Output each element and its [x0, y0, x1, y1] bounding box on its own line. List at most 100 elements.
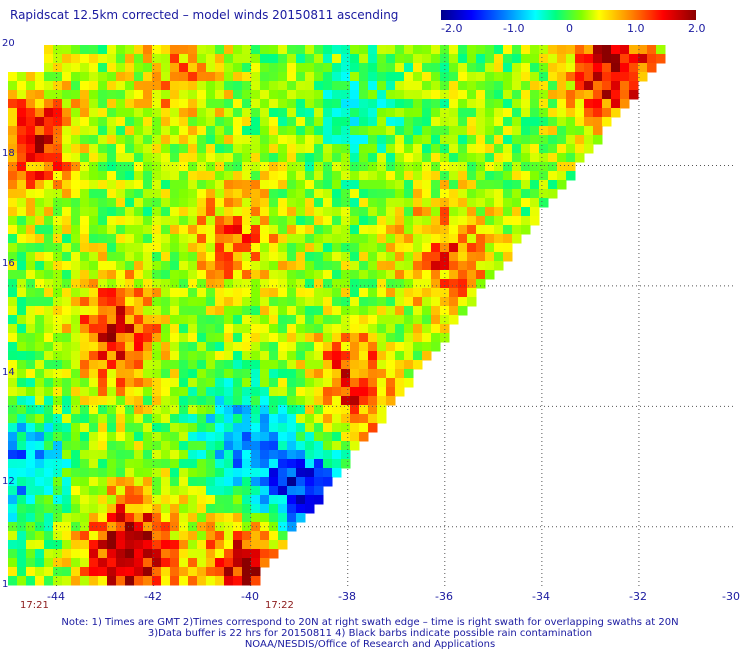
heatmap-cell [71, 216, 81, 226]
heatmap-cell [539, 180, 549, 190]
heatmap-cell [494, 90, 504, 100]
heatmap-cell [467, 207, 477, 217]
heatmap-cell [368, 171, 378, 181]
heatmap-cell [377, 144, 387, 154]
heatmap-cell [44, 243, 54, 253]
heatmap-cell [179, 531, 189, 541]
heatmap-cell [233, 288, 243, 298]
heatmap-cell [548, 99, 558, 109]
heatmap-cell [557, 153, 567, 163]
heatmap-cell [305, 198, 315, 208]
heatmap-cell [278, 513, 288, 523]
heatmap-cell [224, 549, 234, 559]
heatmap-cell [278, 243, 288, 253]
heatmap-cell [35, 495, 45, 505]
heatmap-cell [413, 279, 423, 289]
heatmap-cell [206, 324, 216, 334]
heatmap-cell [323, 378, 333, 388]
heatmap-cell [152, 351, 162, 361]
heatmap-cell [161, 234, 171, 244]
heatmap-cell [512, 225, 522, 235]
heatmap-cell [188, 432, 198, 442]
heatmap-cell [296, 495, 306, 505]
heatmap-cell [143, 270, 153, 280]
heatmap-cell [548, 162, 558, 172]
heatmap-cell [80, 423, 90, 433]
heatmap-cell [350, 351, 360, 361]
heatmap-cell [206, 54, 216, 64]
heatmap-cell [449, 198, 459, 208]
heatmap-cell [251, 162, 261, 172]
heatmap-cell [485, 252, 495, 262]
heatmap-cell [26, 252, 36, 262]
heatmap-cell [17, 252, 27, 262]
heatmap-cell [188, 423, 198, 433]
heatmap-cell [458, 108, 468, 118]
heatmap-cell [152, 360, 162, 370]
heatmap-cell [287, 252, 297, 262]
heatmap-cell [206, 468, 216, 478]
heatmap-cell [26, 198, 36, 208]
heatmap-cell [368, 270, 378, 280]
heatmap-cell [395, 189, 405, 199]
heatmap-cell [107, 270, 117, 280]
heatmap-cell [170, 90, 180, 100]
heatmap-cell [152, 468, 162, 478]
heatmap-cell [80, 441, 90, 451]
heatmap-cell [8, 315, 18, 325]
heatmap-cell [233, 54, 243, 64]
heatmap-cell [62, 459, 72, 469]
heatmap-cell [422, 324, 432, 334]
heatmap-cell [287, 126, 297, 136]
heatmap-cell [350, 207, 360, 217]
heatmap-cell [332, 243, 342, 253]
heatmap-cell [71, 288, 81, 298]
heatmap-cell [242, 144, 252, 154]
heatmap-cell [188, 243, 198, 253]
heatmap-cell [188, 81, 198, 91]
heatmap-cell [539, 144, 549, 154]
heatmap-cell [404, 225, 414, 235]
heatmap-cell [134, 189, 144, 199]
heatmap-cell [143, 117, 153, 127]
heatmap-cell [386, 144, 396, 154]
heatmap-cell [386, 333, 396, 343]
heatmap-cell [260, 81, 270, 91]
heatmap-cell [143, 135, 153, 145]
heatmap-cell [467, 108, 477, 118]
heatmap-cell [233, 108, 243, 118]
heatmap-cell [179, 396, 189, 406]
heatmap-cell [278, 396, 288, 406]
heatmap-cell [152, 189, 162, 199]
heatmap-cell [17, 81, 27, 91]
heatmap-cell [431, 108, 441, 118]
heatmap-cell [332, 387, 342, 397]
heatmap-cell [413, 234, 423, 244]
heatmap-cell [125, 108, 135, 118]
heatmap-cell [143, 396, 153, 406]
heatmap-cell [269, 432, 279, 442]
heatmap-cell [215, 162, 225, 172]
heatmap-cell [89, 531, 99, 541]
heatmap-cell [278, 333, 288, 343]
heatmap-cell [224, 504, 234, 514]
heatmap-cell [251, 387, 261, 397]
heatmap-cell [143, 423, 153, 433]
heatmap-cell [413, 81, 423, 91]
heatmap-cell [125, 153, 135, 163]
heatmap-cell [440, 135, 450, 145]
heatmap-cell [314, 396, 324, 406]
heatmap-cell [71, 54, 81, 64]
heatmap-cell [53, 234, 63, 244]
heatmap-cell [26, 423, 36, 433]
heatmap-cell [314, 207, 324, 217]
heatmap-cell [260, 171, 270, 181]
heatmap-cell [548, 72, 558, 82]
heatmap-cell [287, 459, 297, 469]
heatmap-cell [161, 414, 171, 424]
grid-lines [8, 45, 736, 587]
heatmap-cell [539, 72, 549, 82]
heatmap-cell [53, 522, 63, 532]
heatmap-cell [197, 522, 207, 532]
heatmap-cell [287, 90, 297, 100]
